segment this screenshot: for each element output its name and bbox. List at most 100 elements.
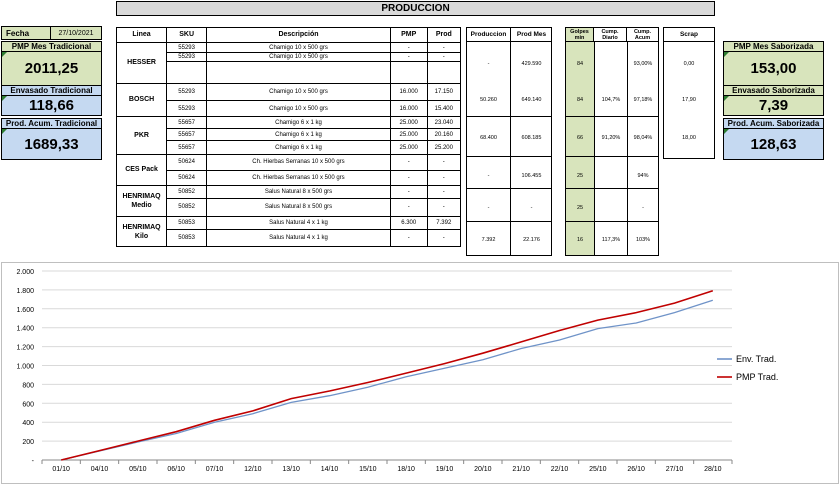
pmp-cell[interactable]: 25.000 xyxy=(389,140,428,155)
x-tick-label: 01/10 xyxy=(52,466,70,473)
prod-cell[interactable]: - xyxy=(426,169,462,186)
row-divider xyxy=(566,156,658,157)
prod-cell[interactable]: 7.392 xyxy=(426,216,462,230)
table-row: CES Pack 50624 Ch. Hierbas Serranas 10 x… xyxy=(115,154,462,186)
pmp-cell[interactable]: 25.000 xyxy=(389,116,428,129)
x-tick-label: 14/10 xyxy=(321,466,339,473)
kpi-pmp-saborizada-value: 153,00 xyxy=(723,52,824,86)
sku-cell: 50852 xyxy=(166,197,208,218)
prod-cell[interactable]: 20.160 xyxy=(426,128,462,141)
series-line-pmp-trad xyxy=(61,290,714,461)
produccion-cell: 68.400 xyxy=(480,135,497,141)
line-name: HESSER xyxy=(115,42,168,84)
prod-cell[interactable]: - xyxy=(426,154,462,171)
golpes-cell: 84 xyxy=(576,61,584,67)
pmp-cell[interactable]: 25.000 xyxy=(389,128,428,141)
x-tick-label: 20/10 xyxy=(474,466,492,473)
kpi-prod-acum-saborizada-label: Prod. Acum. Saborizada xyxy=(723,118,824,129)
sku-cell xyxy=(166,61,208,84)
produccion-cell: - xyxy=(487,173,490,179)
column-divider xyxy=(627,42,628,256)
golpes-column-bg xyxy=(566,28,594,255)
prod-cell[interactable]: 17.150 xyxy=(426,83,462,101)
table-row: BOSCH 55293 Chamigo 10 x 500 grs 16.000 … xyxy=(115,83,462,117)
cump-diario-cell: 91,20% xyxy=(601,135,621,141)
col-header-prod-mes: Prod Mes xyxy=(511,28,552,42)
prod-cell[interactable]: - xyxy=(426,52,462,62)
kpi-envasado-tradicional-label: Envasado Tradicional xyxy=(1,85,102,96)
cump-acum-cell: - xyxy=(642,205,644,211)
sku-cell: 55293 xyxy=(166,42,208,53)
prod-mes-cell: 608.185 xyxy=(521,135,542,141)
row-divider xyxy=(467,221,551,222)
legend-label: PMP Trad. xyxy=(736,372,778,382)
x-tick-label: 22/10 xyxy=(551,466,569,473)
sku-cell: 55293 xyxy=(166,83,208,101)
x-tick-label: 05/10 xyxy=(129,466,147,473)
x-tick-label: 07/10 xyxy=(206,466,224,473)
kpi-value-text: 128,63 xyxy=(750,135,797,153)
kpi-prod-acum-tradicional-label: Prod. Acum. Tradicional xyxy=(1,118,102,129)
prod-cell[interactable]: - xyxy=(426,228,462,248)
kpi-pmp-tradicional-label: PMP Mes Tradicional xyxy=(1,41,102,52)
kpi-envasado-saborizada-label: Envasado Saborizada xyxy=(723,85,824,96)
cump-acum-cell: 94% xyxy=(637,173,649,179)
table-row: 55293 Chamigo 10 x 500 grs 16.000 15.400 xyxy=(117,100,462,117)
line-name: CES Pack xyxy=(115,154,168,186)
prod-cell[interactable] xyxy=(426,61,462,84)
cump-diario-cell xyxy=(595,198,627,218)
pmp-cell[interactable]: - xyxy=(389,185,428,199)
prod-cell[interactable]: - xyxy=(426,197,462,218)
pmp-cell[interactable]: - xyxy=(389,197,428,218)
prod-cell[interactable]: - xyxy=(426,185,462,199)
col-header-golpes: Golpes min xyxy=(566,28,594,42)
flag-icon xyxy=(724,52,729,57)
scrap-cell: 17,90 xyxy=(682,97,696,103)
row-divider xyxy=(566,188,658,189)
golpes-cell: 25 xyxy=(576,173,584,179)
pmp-cell[interactable] xyxy=(389,61,428,84)
prod-summary-table: Produccion Prod Mes - 429.590 50.260 649… xyxy=(466,27,552,256)
sku-cell: 55657 xyxy=(166,116,208,129)
prod-cell[interactable]: 25.200 xyxy=(426,140,462,155)
prod-mes-cell: 429.590 xyxy=(521,61,542,67)
pmp-cell[interactable]: 16.000 xyxy=(389,83,428,101)
pmp-cell[interactable]: 16.000 xyxy=(389,100,428,117)
x-tick-label: 25/10 xyxy=(589,466,607,473)
pmp-cell[interactable]: - xyxy=(389,228,428,248)
x-tick-label: 19/10 xyxy=(436,466,454,473)
x-tick-label: 27/10 xyxy=(666,466,684,473)
cump-diario-cell: 117,3% xyxy=(601,237,621,243)
y-tick-label: 1.800 xyxy=(16,288,34,295)
cumplimiento-table: Golpes min Cump. Diario Cump. Acum 84 93… xyxy=(565,27,659,256)
table-row: 50853 Salus Natural 4 x 1 kg - - xyxy=(117,228,462,248)
cump-acum-cell: 98,04% xyxy=(633,135,653,141)
row-divider xyxy=(467,116,551,117)
desc-cell: Salus Natural 4 x 1 kg xyxy=(206,216,391,230)
prod-mes-cell: 22.176 xyxy=(523,237,540,243)
pmp-cell[interactable]: - xyxy=(389,52,428,62)
y-tick-label: 400 xyxy=(22,420,34,427)
pmp-cell[interactable]: 6.300 xyxy=(389,216,428,230)
row-divider xyxy=(566,116,658,117)
kpi-envasado-tradicional-value: 118,66 xyxy=(1,96,102,116)
sku-cell: 50853 xyxy=(166,228,208,248)
row-divider xyxy=(566,221,658,222)
produccion-cell: 7.392 xyxy=(481,237,496,243)
prod-mes-cell: 649.140 xyxy=(521,97,542,103)
y-tick-label: 800 xyxy=(22,382,34,389)
table-row: HESSER 55293 Chamigo 10 x 500 grs - - xyxy=(115,42,462,84)
pmp-cell[interactable]: - xyxy=(389,42,428,53)
prod-cell[interactable]: 23.040 xyxy=(426,116,462,129)
pmp-cell[interactable]: - xyxy=(389,169,428,186)
desc-cell: Salus Natural 8 x 500 grs xyxy=(206,185,391,199)
prod-cell[interactable]: - xyxy=(426,42,462,53)
fecha-value[interactable]: 27/10/2021 xyxy=(50,26,102,40)
prod-cell[interactable]: 15.400 xyxy=(426,100,462,117)
prod-mes-cell: 106.455 xyxy=(521,173,542,179)
y-tick-label: 1.200 xyxy=(16,345,34,352)
desc-cell: Salus Natural 4 x 1 kg xyxy=(206,228,391,248)
pmp-cell[interactable]: - xyxy=(389,154,428,171)
x-tick-label: 28/10 xyxy=(704,466,722,473)
production-chart: - 200 400 600 800 1.000 1.200 1.400 1.600 1.800 2.… xyxy=(1,262,839,484)
